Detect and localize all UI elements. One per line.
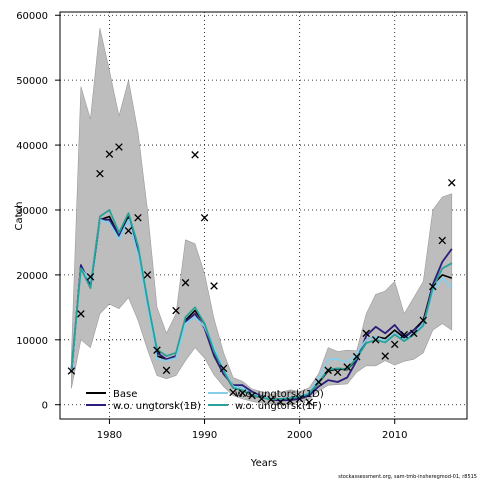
y-tick-label: 50000 bbox=[16, 76, 48, 87]
observation-marker bbox=[172, 306, 180, 315]
y-tick-label: 10000 bbox=[16, 336, 48, 347]
legend-label-3: w.o. ungtorsk(1F) bbox=[235, 401, 322, 412]
observation-marker bbox=[305, 398, 313, 406]
observation-marker bbox=[409, 329, 418, 338]
observation-marker bbox=[248, 391, 256, 400]
observation-marker bbox=[333, 368, 342, 377]
observation-layer bbox=[67, 143, 456, 406]
observation-marker bbox=[143, 271, 152, 279]
observation-marker bbox=[371, 336, 380, 344]
observation-marker bbox=[219, 364, 228, 373]
observation-marker bbox=[238, 389, 247, 397]
legend-label-2: w.o. ungtorsk(1D) bbox=[235, 389, 324, 400]
observation-marker bbox=[67, 367, 76, 375]
observation-marker bbox=[162, 366, 171, 375]
x-tick-label: 2000 bbox=[287, 430, 312, 441]
x-tick-label: 2010 bbox=[382, 430, 407, 441]
observation-marker bbox=[352, 352, 361, 361]
legend-label-1: w.o. ungtorsk(1B) bbox=[113, 401, 201, 412]
observation-marker bbox=[267, 395, 275, 404]
y-tick-label: 30000 bbox=[16, 206, 48, 217]
observation-marker bbox=[200, 214, 209, 222]
observation-marker bbox=[257, 395, 266, 403]
observation-marker bbox=[419, 316, 428, 325]
x-tick-label: 1980 bbox=[97, 430, 122, 441]
x-axis-ticks: 1980 1990 2000 2010 bbox=[97, 419, 407, 441]
observation-marker bbox=[115, 143, 123, 151]
observation-marker bbox=[191, 151, 199, 159]
y-tick-label: 0 bbox=[42, 401, 48, 412]
observation-marker bbox=[77, 310, 85, 318]
confidence-band bbox=[71, 28, 453, 405]
series-layer bbox=[70, 209, 453, 402]
footer-note: stockassessment.org, sam-tmb-insheregmod… bbox=[338, 474, 477, 480]
observation-marker bbox=[448, 178, 456, 187]
observation-marker bbox=[134, 214, 142, 222]
observation-marker bbox=[381, 352, 389, 360]
observation-marker bbox=[286, 397, 294, 405]
observation-marker bbox=[181, 278, 190, 287]
x-axis-title: Years bbox=[250, 458, 277, 469]
observation-marker bbox=[105, 150, 114, 158]
observation-marker bbox=[362, 329, 370, 338]
x-tick-label: 1990 bbox=[192, 430, 217, 441]
series-line-3 bbox=[70, 209, 453, 401]
observation-marker bbox=[429, 282, 437, 291]
y-tick-label: 40000 bbox=[16, 141, 48, 152]
plot-frame bbox=[59, 11, 468, 420]
observation-marker bbox=[438, 236, 447, 245]
legend: Base w.o. ungtorsk(1D) w.o. ungtorsk(1B) w.… bbox=[86, 389, 324, 412]
confidence-band-layer bbox=[71, 28, 453, 405]
observation-marker bbox=[314, 378, 323, 386]
observation-marker bbox=[390, 340, 399, 349]
observation-marker bbox=[96, 169, 104, 178]
observation-marker bbox=[295, 395, 304, 403]
y-tick-label: 20000 bbox=[16, 271, 48, 282]
observation-marker bbox=[400, 330, 408, 339]
observation-marker bbox=[229, 388, 237, 397]
legend-label-0: Base bbox=[113, 389, 137, 400]
observation-marker bbox=[153, 346, 161, 354]
observation-marker bbox=[276, 398, 285, 406]
y-tick-label: 60000 bbox=[16, 11, 48, 22]
y-axis-ticks: 0 10000 20000 30000 40000 50000 60000 bbox=[16, 11, 60, 412]
observation-marker bbox=[343, 363, 351, 371]
observation-marker bbox=[86, 273, 95, 281]
observation-marker bbox=[210, 282, 218, 290]
y-axis-title: Catch bbox=[14, 202, 25, 231]
observation-marker bbox=[324, 366, 332, 375]
observation-marker bbox=[124, 226, 133, 235]
